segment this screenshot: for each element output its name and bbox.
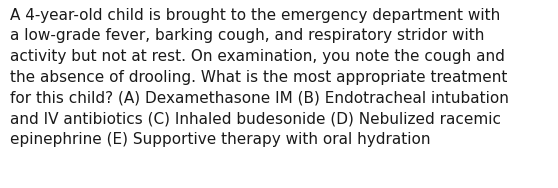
Text: A 4-year-old child is brought to the emergency department with
a low-grade fever: A 4-year-old child is brought to the eme… bbox=[10, 8, 509, 147]
